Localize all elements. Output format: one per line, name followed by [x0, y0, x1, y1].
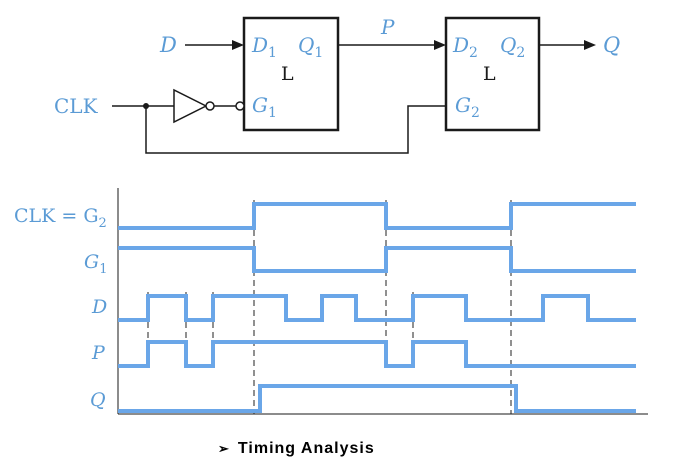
- q-waveform: [118, 384, 636, 413]
- d-input-label: D: [159, 33, 177, 57]
- latch2-box: [444, 16, 541, 132]
- p-signal-label: P: [91, 342, 106, 364]
- waveforms: [118, 202, 636, 413]
- clk-signal-label: CLK = G2: [14, 205, 107, 231]
- p-node-label: P: [380, 15, 395, 39]
- g1-bubble: [235, 101, 245, 111]
- g1-signal-label: G1: [84, 251, 107, 277]
- latch1-box: [242, 16, 340, 132]
- p-waveform: [118, 340, 636, 368]
- q-signal-label: Q: [90, 389, 106, 411]
- circuit-schematic: D CLK D1 Q1 L G1 D2 Q2 L G2 P Q: [54, 15, 620, 154]
- clk-waveform: [118, 202, 636, 230]
- clk-input-label: CLK: [54, 94, 99, 118]
- latch2-q-pin: Q2: [500, 33, 525, 61]
- d-input-arrowhead: [232, 40, 244, 50]
- inverter-triangle: [173, 88, 208, 124]
- caption-text: Timing Analysis: [237, 440, 375, 457]
- d-waveform: [118, 294, 636, 322]
- caption: ➢ Timing Analysis: [218, 440, 375, 458]
- latch1-q-pin: Q1: [298, 33, 323, 61]
- caption-bullet-icon: ➢: [218, 441, 230, 456]
- timing-markers: [147, 200, 512, 414]
- p-wire-arrowhead: [434, 40, 446, 50]
- latch1-g-pin: G1: [252, 93, 277, 121]
- g1-waveform: [118, 246, 636, 273]
- d-signal-label: D: [91, 296, 107, 318]
- latch1-type: L: [281, 63, 294, 85]
- q-output-arrowhead: [584, 40, 596, 50]
- clk-to-g2-wire: [145, 105, 446, 154]
- latch2-d-pin: D2: [452, 33, 478, 61]
- timing-diagram: CLK = G2 G1 D P Q: [14, 188, 648, 415]
- latch1-d-pin: D1: [251, 33, 277, 61]
- q-output-label: Q: [603, 33, 620, 57]
- latch2-type: L: [483, 63, 496, 85]
- inverter-bubble: [205, 101, 215, 111]
- latch2-g-pin: G2: [455, 93, 480, 121]
